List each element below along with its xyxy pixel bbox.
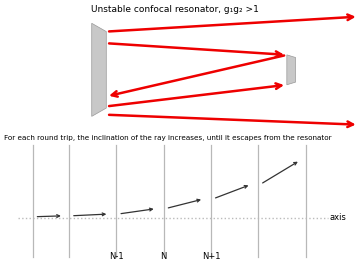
Polygon shape (92, 23, 106, 117)
Text: N-1: N-1 (109, 252, 124, 261)
Text: For each round trip, the inclination of the ray increases, until it escapes from: For each round trip, the inclination of … (4, 135, 331, 140)
Text: N+1: N+1 (202, 252, 220, 261)
Text: axis: axis (329, 213, 346, 222)
Text: Unstable confocal resonator, g₁g₂ >1: Unstable confocal resonator, g₁g₂ >1 (91, 5, 259, 14)
Polygon shape (287, 55, 296, 85)
Text: N: N (161, 252, 167, 261)
